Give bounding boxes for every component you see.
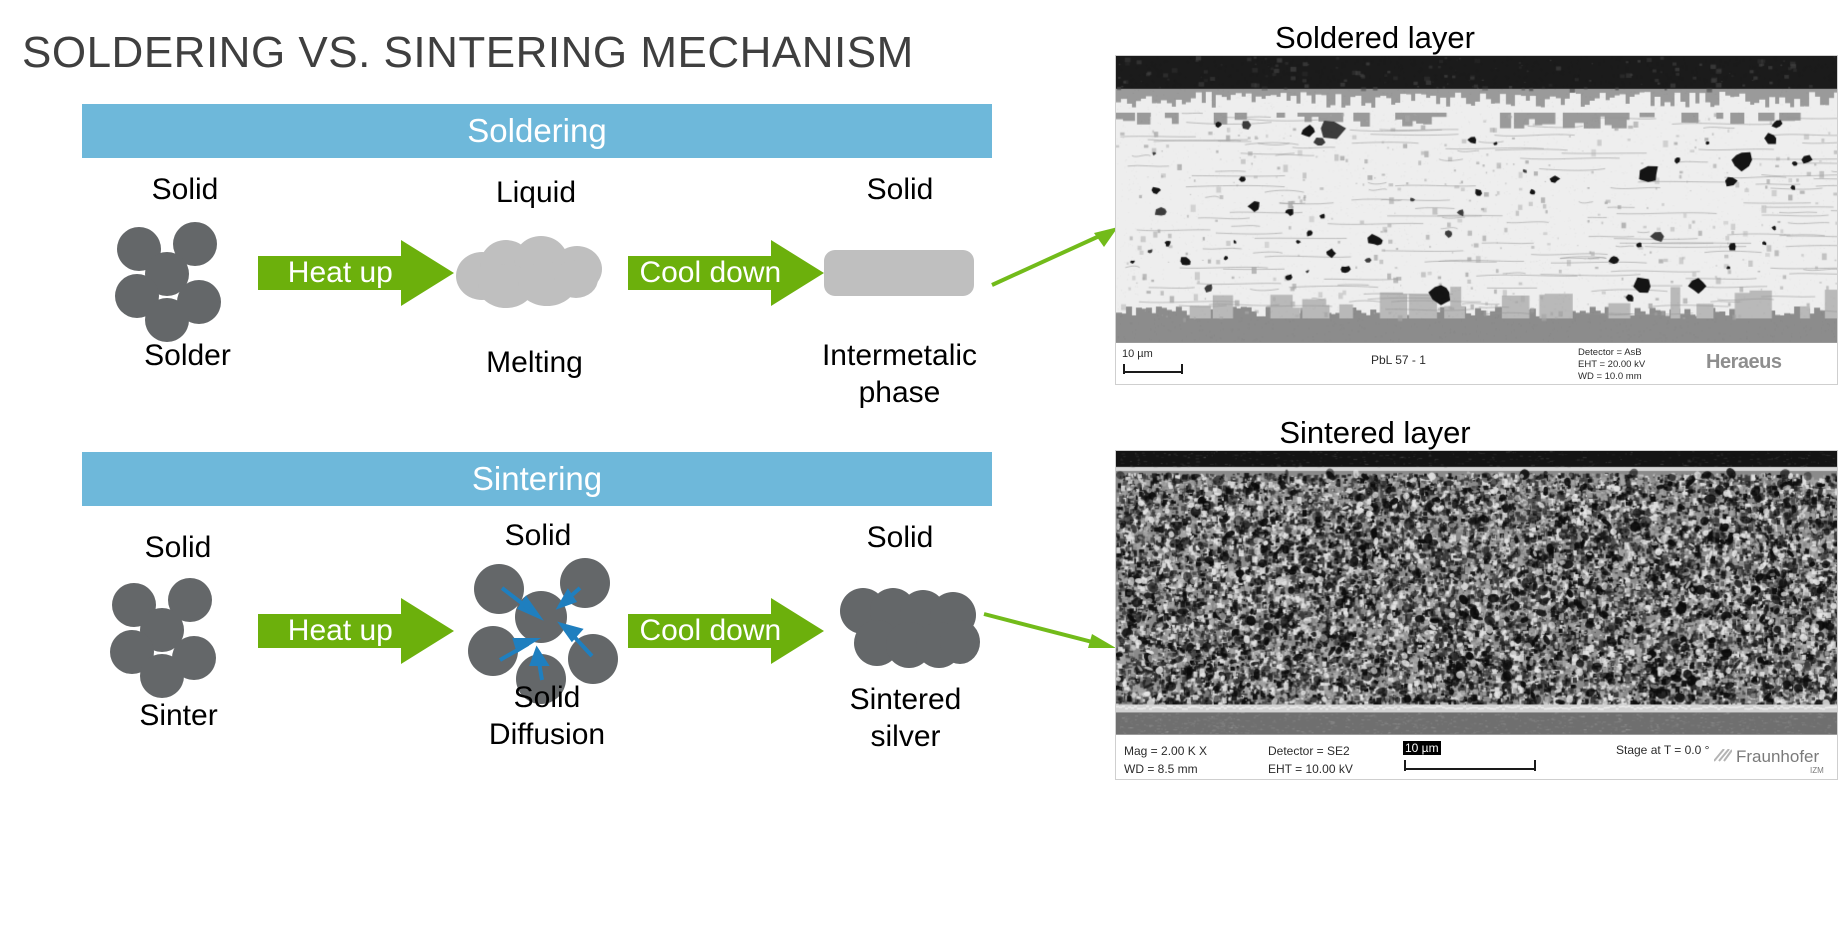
sintered-scale-label: 10 µm xyxy=(1403,741,1441,755)
soldering-step-1-name: Solder xyxy=(144,339,231,372)
soldered-scale-label: 10 µm xyxy=(1122,348,1153,360)
sintered-sem-canvas xyxy=(1116,451,1837,779)
sintering-banner-label: Sintering xyxy=(471,460,603,497)
sintering-step-3-state: Solid xyxy=(866,521,934,554)
molten-blob-icon xyxy=(456,236,606,308)
soldered-params: Detector = AsB EHT = 20.00 kV WD = 10.0 … xyxy=(1578,347,1646,382)
sintered-scale-tick-left xyxy=(1404,760,1406,771)
sintered-scale-bar xyxy=(1404,768,1536,770)
soldering-step-2-state: Liquid xyxy=(495,176,577,209)
soldered-pointer-arrow xyxy=(991,227,1118,287)
sintering-banner: Sintering xyxy=(82,452,992,506)
sintering-step-2-state: Solid xyxy=(504,519,572,552)
fraunhofer-mark-icon xyxy=(1714,749,1732,762)
sintered-layer-micrograph: Mag = 2.00 K X WD = 8.5 mm Detector = SE… xyxy=(1115,450,1838,780)
sintering-heat-up-label: Heat up xyxy=(287,614,393,647)
fraunhofer-logo-sub: IZM xyxy=(1810,766,1824,775)
sintered-scale-tick-right xyxy=(1534,760,1536,771)
sintered-pointer-arrow xyxy=(983,612,1116,648)
particle-cluster-icon xyxy=(110,578,245,698)
soldered-scale-tick-left xyxy=(1123,364,1125,374)
sintering-step-3-name: Sintered silver xyxy=(849,683,962,753)
soldering-cool-down-arrow: Cool down xyxy=(628,240,824,306)
sintering-step-1-name: Sinter xyxy=(139,699,218,732)
soldering-step-3-state: Solid xyxy=(866,173,934,206)
sintering-cool-down-label: Cool down xyxy=(639,614,782,647)
particle-cluster-icon xyxy=(115,222,250,342)
sintered-layer-title: Sintered layer xyxy=(1279,415,1471,450)
diffusion-cluster-icon xyxy=(468,556,628,704)
sintering-heat-up-arrow: Heat up xyxy=(258,598,454,664)
sintered-info-bar: Mag = 2.00 K X WD = 8.5 mm Detector = SE… xyxy=(1116,734,1837,779)
sintering-step-1-state: Solid xyxy=(144,531,212,564)
soldering-banner: Soldering xyxy=(82,104,992,158)
sintered-detector-eht: Detector = SE2 EHT = 10.00 kV xyxy=(1268,744,1353,776)
soldering-cool-down-label: Cool down xyxy=(639,256,782,289)
soldering-step-2-name: Melting xyxy=(486,346,583,379)
soldering-heat-up-label: Heat up xyxy=(287,256,393,289)
diffusion-arrows-icon xyxy=(499,586,594,681)
sintering-step-2-name: Solid Diffusion xyxy=(488,681,606,751)
sintered-stage: Stage at T = 0.0 ° xyxy=(1616,743,1710,757)
soldered-scale-tick-right xyxy=(1181,364,1183,374)
soldered-scale-bar xyxy=(1123,371,1183,373)
sintered-cluster-icon xyxy=(840,588,980,668)
fraunhofer-logo: Fraunhofer xyxy=(1736,747,1820,766)
soldering-step-1-state: Solid xyxy=(151,173,219,206)
heraeus-logo: Heraeus xyxy=(1706,351,1782,373)
soldering-step-3-name: Intermetalic phase xyxy=(821,339,978,409)
soldering-heat-up-arrow: Heat up xyxy=(258,240,454,306)
soldered-sample-id: PbL 57 - 1 xyxy=(1371,353,1426,367)
soldered-layer-micrograph: 10 µm PbL 57 - 1 Detector = AsB EHT = 20… xyxy=(1115,55,1838,385)
sintering-cool-down-arrow: Cool down xyxy=(628,598,824,664)
intermetallic-bar-icon xyxy=(824,250,974,296)
sintered-mag-wd: Mag = 2.00 K X WD = 8.5 mm xyxy=(1124,744,1208,776)
soldered-sem-canvas xyxy=(1116,56,1837,384)
soldered-info-bar: 10 µm PbL 57 - 1 Detector = AsB EHT = 20… xyxy=(1116,342,1837,384)
page-title: SOLDERING VS. SINTERING MECHANISM xyxy=(22,28,914,77)
soldered-layer-title: Soldered layer xyxy=(1275,20,1475,55)
soldering-banner-label: Soldering xyxy=(467,112,607,149)
